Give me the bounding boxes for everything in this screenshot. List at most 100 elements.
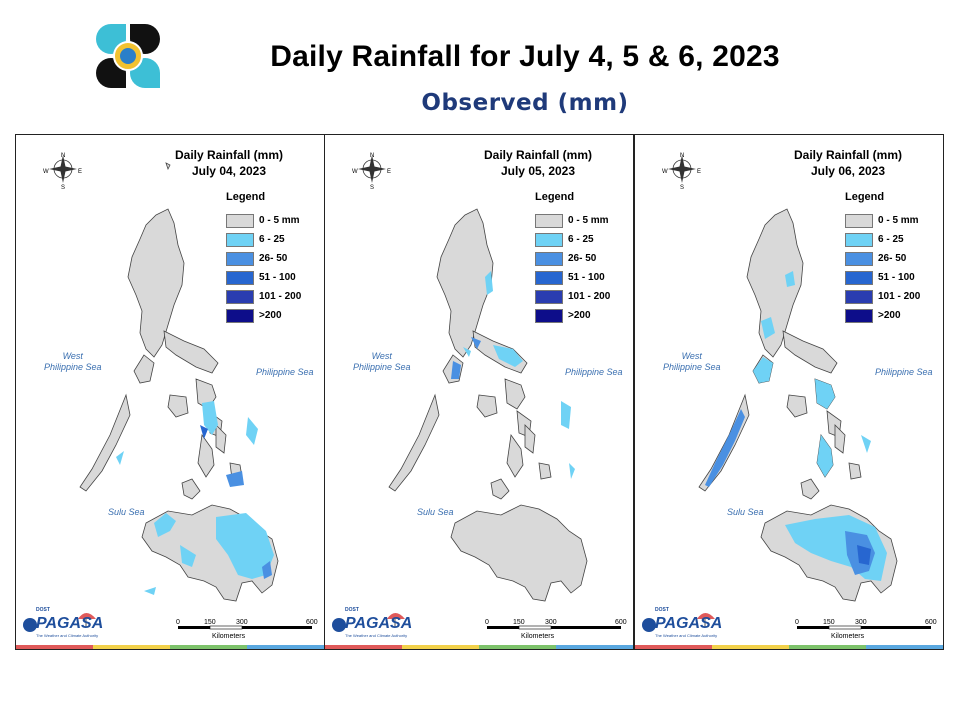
legend-swatch	[535, 289, 563, 304]
legend-item: 6 - 25	[535, 230, 630, 249]
pagasa-logo	[96, 24, 160, 88]
legend-swatch	[845, 232, 873, 247]
scale-tick: 300	[236, 619, 248, 626]
pagasa-branding: DOST PAGASA The Weather and Climate Auth…	[331, 605, 412, 641]
panel-title: Daily Rainfall (mm) July 06, 2023	[763, 147, 933, 179]
legend-label: 51 - 100	[568, 272, 605, 283]
legend-item: 0 - 5 mm	[535, 211, 630, 230]
brand-tagline: The Weather and Climate Authority	[345, 633, 408, 638]
pagasa-branding: DOST PAGASA The Weather and Climate Auth…	[22, 605, 104, 641]
pagasa-emblem-icon	[332, 613, 405, 632]
brand-word: PAGASA	[36, 615, 104, 632]
rainfall-map: N S W E	[352, 153, 588, 602]
scale-tick: 600	[306, 619, 318, 626]
brand-tagline: The Weather and Climate Authority	[655, 633, 718, 638]
legend-swatch	[226, 289, 254, 304]
compass-s-label: S	[61, 185, 65, 191]
legend-swatch	[226, 232, 254, 247]
panel-title-date: July 05, 2023	[500, 164, 576, 178]
legend-label: 6 - 25	[568, 234, 594, 245]
legend-swatch	[226, 270, 254, 285]
sea-label-sulu: Sulu Sea	[727, 507, 764, 517]
sea-label-west: West Philippine Sea	[44, 351, 102, 372]
legend-label: >200	[878, 310, 901, 321]
scale-tick: 300	[545, 619, 557, 626]
legend-swatch	[535, 251, 563, 266]
compass-s-label: S	[370, 185, 374, 191]
legend-heading: Legend	[226, 191, 266, 203]
panel-title: Daily Rainfall (mm) July 04, 2023	[144, 147, 314, 179]
brand-small: DOST	[345, 607, 359, 613]
map-panel-july-05: N S W E Daily Rainfall (m	[324, 134, 634, 650]
legend-label: 26- 50	[878, 253, 907, 264]
compass-n-label: N	[370, 153, 374, 159]
compass-w-label: W	[43, 169, 49, 175]
sea-label-west: West Philippine Sea	[353, 351, 411, 372]
legend-item: 51 - 100	[226, 268, 321, 287]
scale-unit-label: Kilometers	[521, 633, 555, 640]
sea-label-sulu: Sulu Sea	[417, 507, 454, 517]
sea-label-east: Philippine Sea	[256, 367, 314, 377]
panel-title: Daily Rainfall (mm) July 05, 2023	[453, 147, 623, 179]
scale-tick: 150	[204, 619, 216, 626]
sea-label-sulu: Sulu Sea	[108, 507, 145, 517]
brand-small: DOST	[36, 607, 50, 613]
map-panel-july-06: N S W E	[634, 134, 944, 650]
legend-item: 101 - 200	[845, 287, 940, 306]
legend: Legend 0 - 5 mm 6 - 25 26- 50 51 - 100 1…	[226, 191, 321, 325]
legend-item: 101 - 200	[226, 287, 321, 306]
legend-label: 26- 50	[568, 253, 597, 264]
scale-tick: 300	[855, 619, 867, 626]
scale-unit-label: Kilometers	[831, 633, 865, 640]
legend-item: 26- 50	[845, 249, 940, 268]
legend-swatch	[845, 289, 873, 304]
legend-heading: Legend	[535, 191, 575, 203]
legend-item: 26- 50	[226, 249, 321, 268]
philippines-land	[388, 208, 588, 602]
panel-title-line1: Daily Rainfall (mm)	[793, 148, 903, 162]
compass-rose-icon	[668, 155, 696, 183]
pagasa-emblem-icon	[23, 613, 96, 632]
legend-label: 6 - 25	[878, 234, 904, 245]
legend-label: >200	[259, 310, 282, 321]
map-panel-july-04: N S W E	[15, 134, 325, 650]
scale-tick: 0	[176, 619, 180, 626]
legend: Legend 0 - 5 mm 6 - 25 26- 50 51 - 100 1…	[535, 191, 630, 325]
compass-n-label: N	[61, 153, 65, 159]
sea-label-east: Philippine Sea	[875, 367, 933, 377]
scale-tick: 0	[795, 619, 799, 626]
legend-item: 6 - 25	[226, 230, 321, 249]
legend-item: >200	[535, 306, 630, 325]
scale-tick: 0	[485, 619, 489, 626]
compass-rose-icon	[49, 155, 77, 183]
legend-label: 101 - 200	[568, 291, 611, 302]
legend-item: 0 - 5 mm	[845, 211, 940, 230]
legend-swatch	[535, 213, 563, 228]
panel-title-line1: Daily Rainfall (mm)	[174, 148, 284, 162]
compass-e-label: E	[697, 169, 701, 175]
panel-title-date: July 04, 2023	[191, 164, 267, 178]
legend-swatch	[845, 308, 873, 323]
legend-item: >200	[845, 306, 940, 325]
legend-label: 0 - 5 mm	[259, 215, 300, 226]
legend: Legend 0 - 5 mm 6 - 25 26- 50 51 - 100 1…	[845, 191, 940, 325]
brand-tagline: The Weather and Climate Authority	[36, 633, 99, 638]
page-title: Daily Rainfall for July 4, 5 & 6, 2023	[270, 40, 780, 73]
legend-item: 26- 50	[535, 249, 630, 268]
legend-heading: Legend	[845, 191, 885, 203]
legend-label: 6 - 25	[259, 234, 285, 245]
brand-small: DOST	[655, 607, 669, 613]
legend-label: 51 - 100	[878, 272, 915, 283]
scale-bar: 0 150 300 600 Kilometers	[483, 611, 627, 641]
scale-tick: 600	[615, 619, 627, 626]
scale-tick: 150	[823, 619, 835, 626]
compass-n-label: N	[680, 153, 684, 159]
panel-title-date: July 06, 2023	[810, 164, 886, 178]
page-subtitle: Observed (mm)	[421, 90, 629, 116]
panel-title-line1: Daily Rainfall (mm)	[483, 148, 593, 162]
legend-label: 101 - 200	[878, 291, 921, 302]
legend-swatch	[845, 270, 873, 285]
legend-swatch	[535, 308, 563, 323]
compass-rose-icon	[358, 155, 386, 183]
legend-swatch	[535, 270, 563, 285]
